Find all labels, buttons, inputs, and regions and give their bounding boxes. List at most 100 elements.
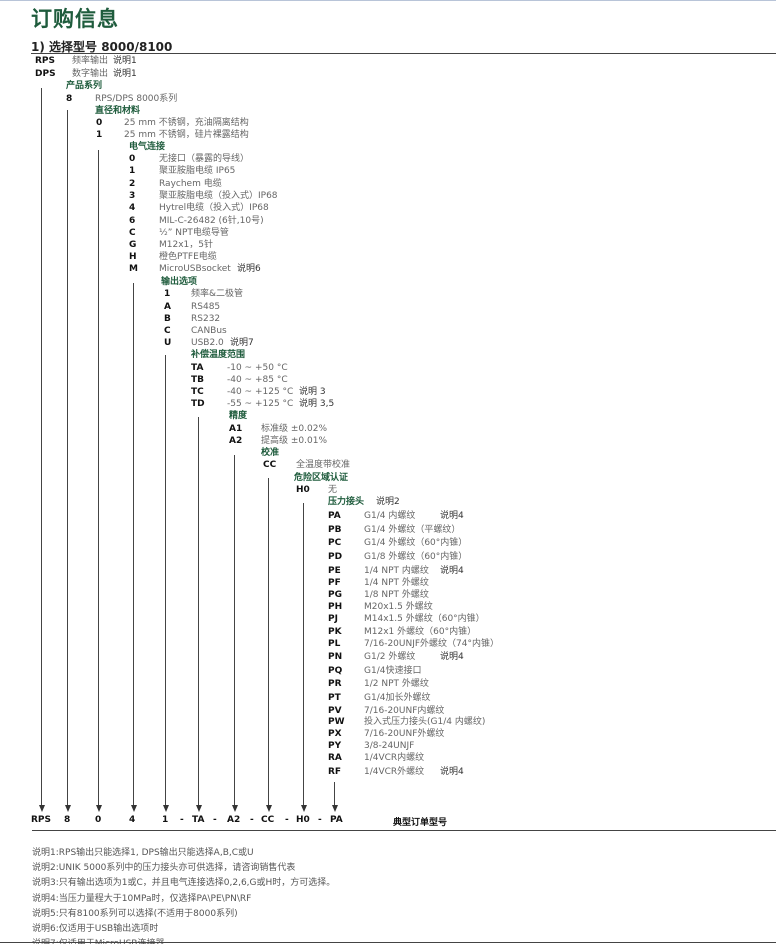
option-code: PT (328, 693, 341, 703)
option-code: PX (328, 729, 342, 739)
example-code: 8 (64, 815, 71, 825)
arrow-down-icon (130, 805, 137, 812)
option-code: PK (328, 627, 342, 637)
option-code: 0 (96, 118, 103, 128)
option-desc: Raychem 电缆 (159, 179, 222, 189)
option-desc: M12x1，5针 (159, 240, 213, 250)
footnote: 说明7:仅适用于MicroUSB连接器 (32, 936, 164, 944)
arrow-down-icon (231, 805, 238, 812)
option-code: PH (328, 602, 343, 612)
option-code: M (129, 264, 138, 274)
level-header: 产品系列 (66, 81, 103, 91)
option-note: 说明7 (230, 338, 254, 348)
option-desc: Hytrel电缆（投入式）IP68 (159, 203, 269, 213)
option-code: TB (191, 375, 204, 385)
option-code: G (129, 240, 137, 250)
example-code: TA (192, 815, 205, 825)
option-desc: CANBus (191, 326, 227, 336)
option-desc: USB2.0 (191, 338, 224, 348)
option-code: PL (328, 639, 341, 649)
option-desc: 聚亚胺脂电缆（投入式）IP68 (159, 191, 278, 201)
option-desc: MIL-C-26482 (6针,10号) (159, 216, 264, 226)
option-note: 说明6 (237, 264, 261, 274)
option-code: PN (328, 652, 343, 662)
level-header: 校准 (261, 448, 280, 458)
option-desc: -40 ~ +85 °C (227, 375, 288, 385)
level-header: 精度 (229, 411, 248, 421)
footnote: 说明2:UNIK 5000系列中的压力接头亦可供选择，请咨询销售代表 (32, 863, 296, 874)
option-desc: G1/2 外螺纹 (364, 652, 416, 662)
arrow-down-icon (95, 805, 102, 812)
separator-dash: - (285, 815, 289, 825)
option-code: 3 (129, 191, 136, 201)
option-desc: 1/4VCR内螺纹 (364, 753, 425, 763)
option-desc: M20x1.5 外螺纹 (364, 602, 433, 612)
option-desc: 1/4VCR外螺纹 (364, 767, 425, 777)
option-code: U (164, 338, 172, 348)
connector-line (98, 150, 99, 806)
option-desc: G1/4 外螺纹（平螺纹） (364, 525, 461, 535)
option-desc: 全温度带校准 (296, 460, 351, 470)
connector-line (198, 417, 199, 806)
page-title: 订购信息 (31, 7, 119, 31)
option-desc: G1/4 内螺纹 (364, 511, 416, 521)
option-code: DPS (35, 69, 56, 79)
option-desc: -55 ~ +125 °C (227, 399, 294, 409)
option-desc: ½” NPT电缆导管 (159, 228, 229, 238)
option-desc: 数字输出 (72, 69, 109, 79)
option-desc: M12x1 外螺纹（60°内锥） (364, 627, 477, 637)
option-code: 1 (164, 289, 171, 299)
option-desc: 无 (328, 485, 338, 495)
option-note: 说明1 (113, 56, 137, 66)
option-desc: 标准级 ±0.02% (261, 424, 327, 434)
separator-dash: - (318, 815, 322, 825)
footnote: 说明1:RPS输出只能选择1, DPS输出只能选择A,B,C或U (32, 848, 254, 858)
option-code: C (129, 228, 136, 238)
option-desc: -40 ~ +125 °C (227, 387, 294, 397)
option-desc: 聚亚胺脂电缆 IP65 (159, 166, 236, 176)
example-code: H0 (296, 815, 310, 825)
top-border (0, 0, 776, 1)
option-code: CC (263, 460, 277, 470)
option-code: RA (328, 753, 342, 763)
option-code: A1 (229, 424, 243, 434)
separator-dash: - (213, 815, 217, 825)
option-note: 说明4 (440, 566, 464, 576)
connector-line (41, 88, 42, 806)
option-code: PQ (328, 666, 343, 676)
example-code: RPS (31, 815, 52, 825)
option-desc: 7/16-20UNF外螺纹 (364, 729, 445, 739)
option-note: 说明4 (440, 652, 464, 662)
arrow-down-icon (162, 805, 169, 812)
option-desc: -10 ~ +50 °C (227, 363, 288, 373)
option-desc: 7/16-20UNF内螺纹 (364, 706, 445, 716)
option-note: 说明 3,5 (299, 399, 335, 409)
footnote: 说明4:当压力量程大于10MPa时，仅选择PA\PE\PN\RF (32, 893, 252, 904)
option-desc: 投入式压力接头(G1/4 内螺纹) (364, 717, 486, 727)
connector-line (334, 782, 335, 806)
option-code: PR (328, 679, 342, 689)
option-code: PJ (328, 614, 338, 624)
footnote: 说明6:仅适用于USB输出选项时 (32, 924, 159, 934)
option-code: PF (328, 578, 341, 588)
option-note: 说明4 (440, 767, 464, 777)
separator-dash: - (250, 815, 254, 825)
option-desc: G1/4 外螺纹（60°内锥） (364, 538, 468, 548)
option-code: A (164, 302, 171, 312)
option-code: 8 (66, 94, 73, 104)
option-desc: G1/4加长外螺纹 (364, 693, 431, 703)
level-header: 电气连接 (129, 142, 166, 152)
level-header: 补偿温度范围 (191, 350, 246, 360)
connector-line (67, 110, 68, 806)
example-code: 1 (162, 815, 169, 825)
option-code: PD (328, 552, 343, 562)
arrow-down-icon (38, 805, 45, 812)
connector-line (165, 355, 166, 806)
option-note: 说明4 (440, 511, 464, 521)
option-note: 说明 3 (299, 387, 326, 397)
option-desc: 频率输出 (72, 56, 109, 66)
option-code: TA (191, 363, 204, 373)
option-code: PV (328, 706, 342, 716)
option-code: PE (328, 566, 341, 576)
